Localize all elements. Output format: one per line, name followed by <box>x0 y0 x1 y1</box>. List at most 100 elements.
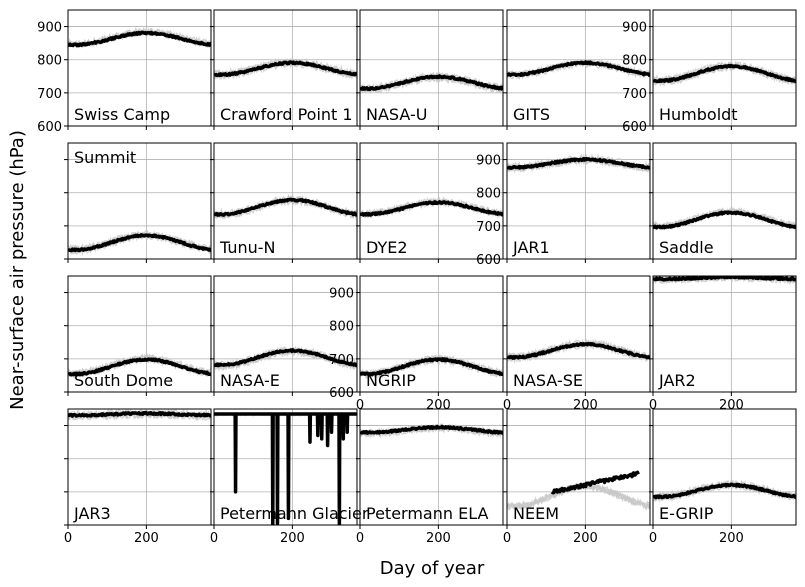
y-tick-label: 900 <box>329 287 354 302</box>
x-axis-label: Day of year <box>380 558 485 579</box>
panel-label: E-GRIP <box>659 504 714 523</box>
y-tick-label: 700 <box>37 87 62 102</box>
panel-swiss-camp: 600 700 800 900 Swiss Camp <box>37 9 212 135</box>
y-tick-label: 700 <box>476 220 501 235</box>
mean-curve <box>360 424 503 435</box>
y-tick-label: 600 <box>37 120 62 135</box>
panel-frame <box>652 408 797 526</box>
x-tick-label: 200 <box>573 531 598 546</box>
panel-label: GITS <box>513 105 550 124</box>
panel-jar1: 600 700 800 900 JAR1 <box>476 142 651 268</box>
panel-frame <box>213 408 358 526</box>
mean-curve <box>653 276 796 282</box>
panel-summit: Summit <box>64 142 212 263</box>
panel-crawford-point-1: Crawford Point 1 <box>210 9 358 130</box>
panel-frame <box>67 275 212 393</box>
panel-south-dome: South Dome <box>64 275 212 396</box>
panel-frame <box>652 9 797 127</box>
x-tick-label: 0 <box>64 531 72 546</box>
panel-frame <box>67 142 212 260</box>
panel-frame <box>213 142 358 260</box>
panel-neem: 0 200 NEEM <box>503 408 651 546</box>
panel-gits: GITS <box>503 9 651 130</box>
panel-e-grip: 0 200 E-GRIP <box>649 408 797 546</box>
panel-frame <box>359 142 504 260</box>
y-tick-label: 700 <box>329 353 354 368</box>
mean-curve <box>360 74 503 92</box>
panel-frame <box>506 408 651 526</box>
panel-label: Petermann ELA <box>366 504 488 523</box>
panel-label: NEEM <box>513 504 559 523</box>
mean-curve <box>214 197 357 217</box>
mean-curve <box>214 60 357 78</box>
mean-curve <box>507 157 650 170</box>
mean-curve <box>360 357 503 377</box>
panel-label: DYE2 <box>366 238 408 257</box>
panel-frame <box>506 142 651 260</box>
panel-label: NASA-U <box>366 105 427 124</box>
panel-petermann-ela: 0 200 Petermann ELA <box>356 408 504 546</box>
panel-nasa-u: NASA-U <box>356 9 504 130</box>
mean-curve <box>68 357 211 377</box>
panel-dye2: DYE2 <box>356 142 504 263</box>
x-tick-label: 0 <box>503 398 511 413</box>
panel-nasa-e: NASA-E <box>210 275 358 396</box>
x-tick-label: 0 <box>210 531 218 546</box>
y-tick-label: 800 <box>622 54 647 69</box>
x-tick-label: 200 <box>134 531 159 546</box>
y-tick-label: 700 <box>622 87 647 102</box>
panel-humboldt: 600 700 800 900 Humboldt <box>622 9 797 135</box>
panel-frame <box>67 408 212 526</box>
panel-petermann-glacier: 0 200 Petermann Glacier <box>210 408 369 546</box>
mean-curve <box>68 410 211 418</box>
panel-label: NASA-SE <box>513 371 583 390</box>
panel-label: Crawford Point 1 <box>220 105 353 124</box>
mean-curve <box>214 348 357 368</box>
mean-curve <box>653 482 796 500</box>
x-tick-label: 0 <box>356 531 364 546</box>
x-tick-label: 200 <box>426 531 451 546</box>
panel-label: Swiss Camp <box>74 105 170 124</box>
panel-label: NGRIP <box>366 371 416 390</box>
panel-frame <box>213 275 358 393</box>
panel-frame <box>359 9 504 127</box>
panel-label: South Dome <box>74 371 173 390</box>
y-tick-label: 800 <box>476 187 501 202</box>
x-tick-label: 0 <box>356 398 364 413</box>
year-trace <box>68 229 211 253</box>
x-tick-label: 0 <box>649 398 657 413</box>
panel-grid: 600 700 800 900 Swiss Camp Crawford Point 1 NA… <box>37 9 797 546</box>
y-tick-label: 900 <box>37 21 62 36</box>
panel-label: Saddle <box>659 238 714 257</box>
mean-curve <box>653 210 796 230</box>
x-tick-label: 0 <box>649 531 657 546</box>
y-tick-label: 800 <box>37 54 62 69</box>
panel-frame <box>652 142 797 260</box>
y-tick-label: 600 <box>476 253 501 268</box>
panel-saddle: Saddle <box>649 142 797 263</box>
panel-label: JAR2 <box>658 371 696 390</box>
y-tick-label: 900 <box>476 154 501 169</box>
panel-label: JAR1 <box>512 238 550 257</box>
panel-label: Humboldt <box>659 105 738 124</box>
panel-label: Petermann Glacier <box>220 504 369 523</box>
mean-curve <box>68 233 211 253</box>
y-tick-label: 600 <box>329 386 354 401</box>
y-tick-label: 600 <box>622 120 647 135</box>
mean-curve <box>507 60 650 78</box>
panel-jar3: 0 200 JAR3 <box>64 408 212 546</box>
mean-curve <box>360 200 503 217</box>
mean-curve <box>550 470 640 495</box>
panel-label: Tunu-N <box>219 238 276 257</box>
x-tick-label: 200 <box>719 531 744 546</box>
panel-frame <box>213 9 358 127</box>
y-tick-label: 900 <box>622 21 647 36</box>
panel-frame <box>359 275 504 393</box>
x-tick-label: 0 <box>503 531 511 546</box>
panel-label: JAR3 <box>73 504 111 523</box>
panel-label: Summit <box>74 148 136 167</box>
mean-curve <box>68 30 211 48</box>
x-tick-label: 200 <box>280 531 305 546</box>
